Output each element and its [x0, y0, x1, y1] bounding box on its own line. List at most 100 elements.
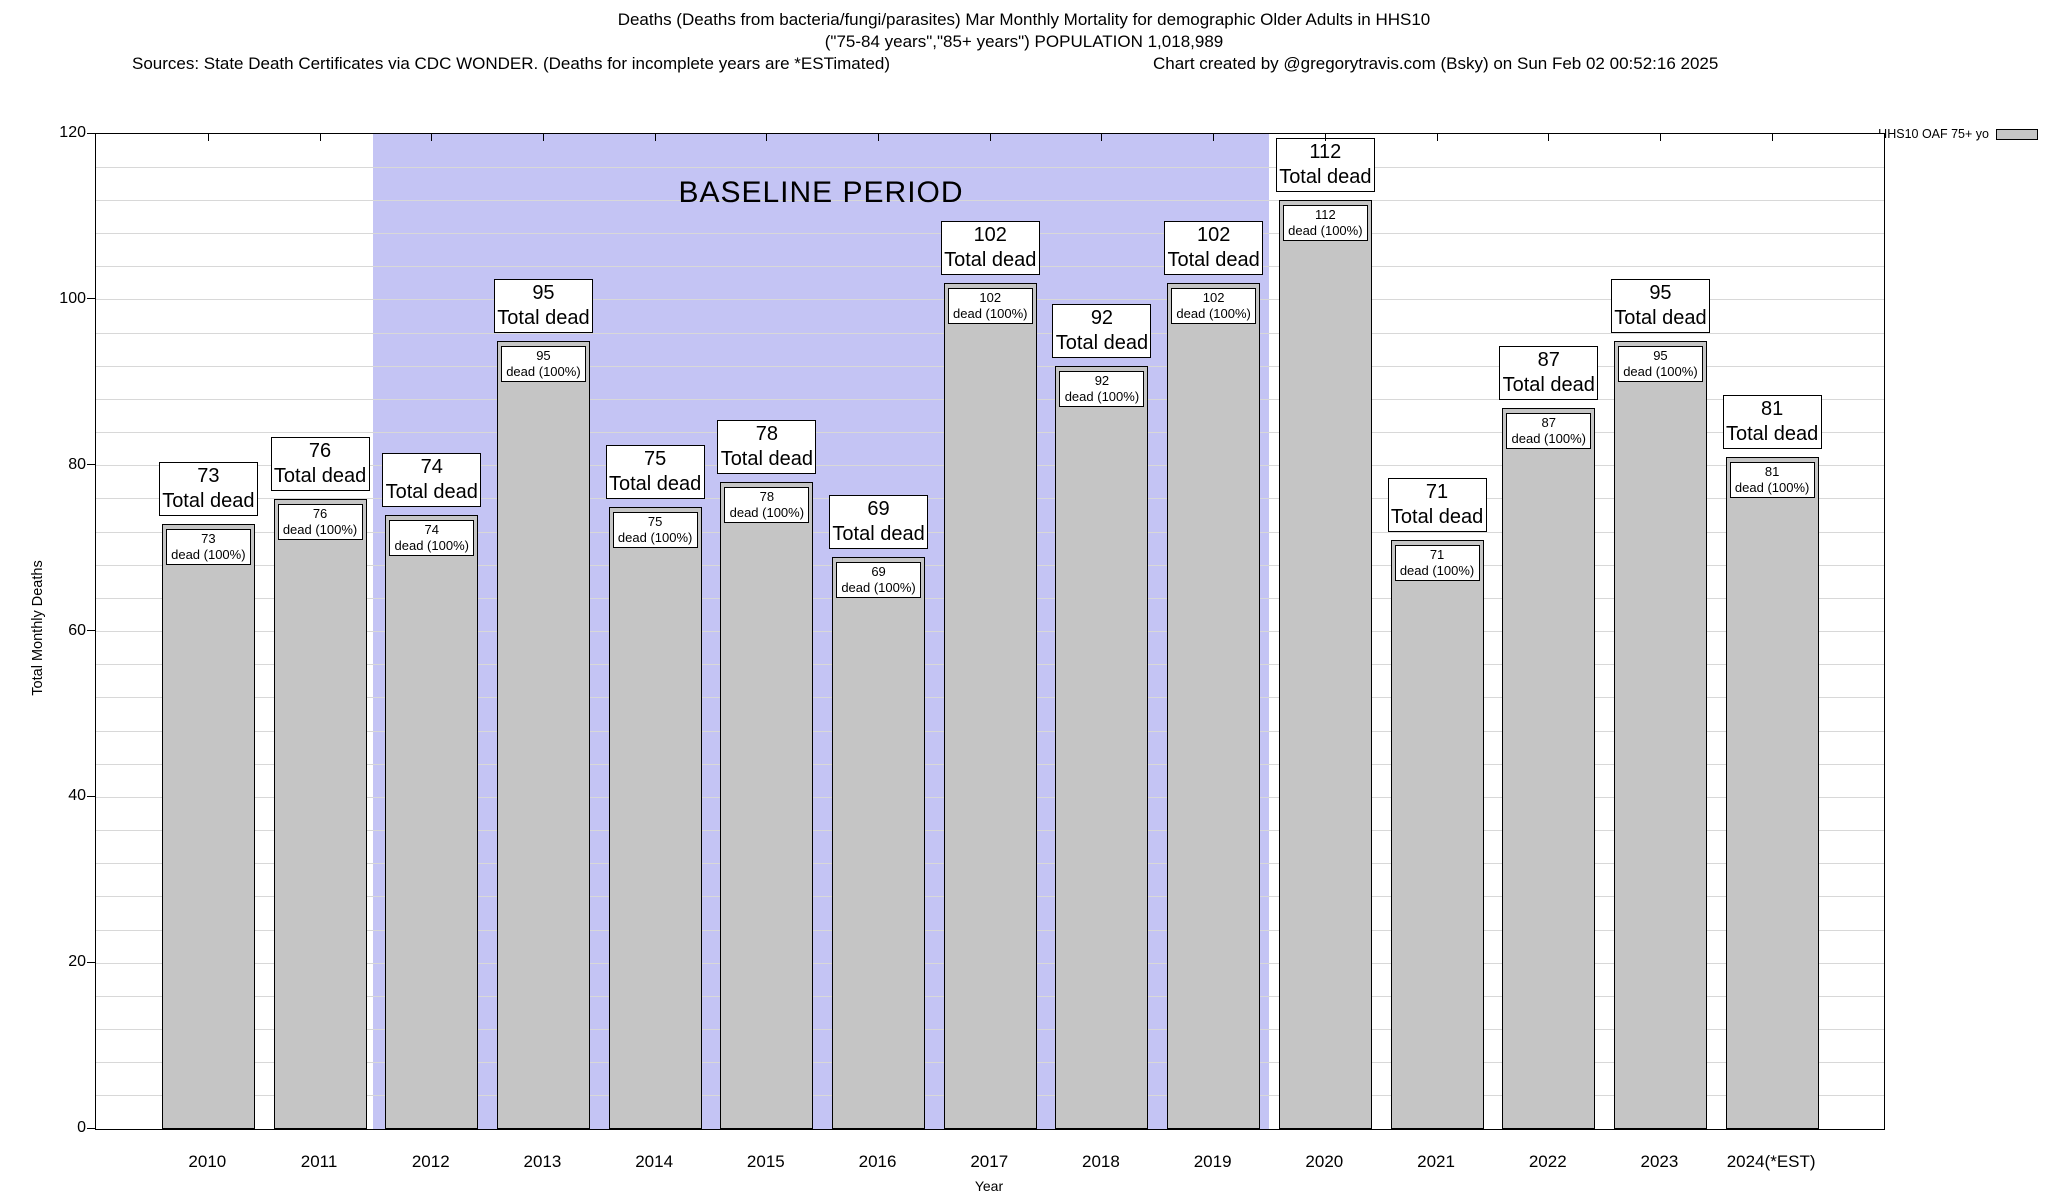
bar-total-value: 102 — [973, 224, 1007, 247]
y-tick-label: 40 — [68, 787, 86, 805]
top-tick — [654, 134, 656, 141]
bar-inner-value: 92 — [1094, 373, 1110, 389]
bar-inner-label: 112 dead (100%) — [1282, 205, 1368, 242]
bar-inner-label: 69 dead (100%) — [836, 561, 922, 598]
bar-total-value: 92 — [1090, 307, 1114, 330]
bar-total-label: 112 Total dead — [1275, 138, 1375, 193]
top-tick — [1659, 134, 1661, 141]
bar-inner-label: 76 dead (100%) — [277, 503, 363, 540]
x-tick-label: 2017 — [970, 1152, 1009, 1171]
bar-inner-value: 73 — [201, 530, 216, 546]
bar-total-label: 74 Total dead — [382, 453, 482, 508]
bar-2021: 71 dead (100%) — [1390, 540, 1484, 1129]
bar-total-label: 75 Total dead — [605, 445, 705, 500]
x-tick-label: 2021 — [1417, 1152, 1455, 1171]
x-axis-title: Year — [974, 1178, 1004, 1194]
bar-total-suffix: Total dead — [720, 448, 813, 471]
bar-inner-label: 71 dead (100%) — [1394, 545, 1480, 582]
chart-title-line2: ("75-84 years","85+ years") POPULATION 1… — [824, 32, 1224, 51]
bar-2017: 102 dead (100%) — [943, 283, 1037, 1129]
bar-inner-value: 95 — [536, 348, 551, 364]
bar-inner-label: 74 dead (100%) — [389, 520, 475, 557]
bar-total-label: 69 Total dead — [829, 494, 929, 549]
y-tick-mark — [87, 132, 95, 134]
chart-credit-note: Chart created by @gregorytravis.com (Bsk… — [1153, 54, 1719, 73]
bar-total-suffix: Total dead — [497, 307, 590, 330]
bar-inner-value: 71 — [1429, 547, 1445, 563]
bar-2015: 78 dead (100%) — [720, 482, 814, 1129]
bar-inner-value: 69 — [871, 563, 886, 579]
bar-2018: 92 dead (100%) — [1055, 366, 1149, 1129]
bar-inner-suffix: dead (100%) — [506, 364, 581, 380]
bar-total-value: 71 — [1425, 481, 1449, 504]
bar-total-value: 74 — [420, 456, 443, 479]
x-tick-label: 2024(*EST) — [1726, 1152, 1816, 1171]
bar-inner-value: 81 — [1764, 464, 1780, 480]
bar-total-suffix: Total dead — [608, 473, 702, 496]
baseline-period-label: BASELINE PERIOD — [678, 176, 964, 209]
bar-total-label: 95 Total dead — [493, 279, 593, 334]
bar-total-value: 78 — [755, 423, 778, 446]
bar-total-suffix: Total dead — [1055, 332, 1149, 355]
x-tick-label: 2018 — [1082, 1152, 1120, 1171]
bar-total-label: 102 Total dead — [940, 221, 1040, 276]
bar-inner-value: 87 — [1541, 414, 1556, 430]
bar-inner-value: 76 — [312, 505, 328, 521]
bar-total-suffix: Total dead — [162, 489, 255, 512]
bar-2013: 95 dead (100%) — [496, 341, 590, 1129]
bar-2012: 74 dead (100%) — [385, 515, 479, 1129]
bar-total-label: 73 Total dead — [158, 461, 258, 516]
bar-total-suffix: Total dead — [832, 522, 925, 545]
bar-total-suffix: Total dead — [1725, 423, 1819, 446]
bar-inner-value: 78 — [759, 489, 775, 505]
top-tick — [766, 134, 768, 141]
bar-inner-suffix: dead (100%) — [1734, 480, 1810, 496]
x-tick-label: 2022 — [1528, 1152, 1567, 1171]
bar-inner-label: 75 dead (100%) — [612, 512, 698, 549]
top-tick — [431, 134, 433, 141]
bar-total-value: 73 — [197, 464, 220, 487]
bar-inner-label: 102 dead (100%) — [947, 288, 1033, 325]
x-tick-label: 2015 — [746, 1152, 785, 1171]
top-tick — [1436, 134, 1438, 141]
bar-total-label: 95 Total dead — [1610, 279, 1710, 334]
bar-total-suffix: Total dead — [1279, 166, 1372, 189]
plot-area: BASELINE PERIOD 73 dead (100%) 73 Total dea… — [95, 133, 1885, 1130]
bar-inner-value: 95 — [1653, 348, 1668, 364]
y-tick-mark — [87, 630, 95, 631]
bar-inner-suffix: dead (100%) — [1288, 223, 1363, 239]
bar-total-suffix: Total dead — [385, 481, 478, 504]
y-tick-label: 120 — [59, 124, 86, 141]
bar-2016: 69 dead (100%) — [832, 556, 926, 1129]
y-tick-mark — [87, 961, 95, 963]
bar-inner-label: 81 dead (100%) — [1729, 462, 1815, 499]
y-tick-mark — [87, 1127, 95, 1129]
bar-inner-suffix: dead (100%) — [394, 538, 469, 554]
bar-total-value: 112 — [1309, 141, 1342, 164]
bar-total-suffix: Total dead — [944, 249, 1037, 272]
bar-inner-value: 75 — [647, 514, 663, 530]
bar-inner-label: 87 dead (100%) — [1506, 412, 1592, 449]
bar-total-value: 76 — [308, 439, 332, 462]
legend-swatch-icon — [1996, 128, 2038, 140]
bar-2011: 76 dead (100%) — [273, 498, 367, 1129]
bar-total-value: 102 — [1196, 224, 1231, 247]
bar-inner-suffix: dead (100%) — [729, 505, 805, 521]
bar-total-suffix: Total dead — [1502, 373, 1595, 396]
bar-2019: 102 dead (100%) — [1167, 283, 1261, 1129]
bar-inner-suffix: dead (100%) — [1064, 389, 1140, 405]
bar-total-label: 92 Total dead — [1052, 304, 1152, 359]
bar-total-label: 87 Total dead — [1499, 345, 1599, 400]
bar-2022: 87 dead (100%) — [1502, 407, 1596, 1129]
bar-inner-label: 73 dead (100%) — [165, 528, 251, 565]
bar-inner-suffix: dead (100%) — [171, 546, 246, 562]
bar-total-label: 71 Total dead — [1387, 478, 1487, 533]
x-tick-label: 2023 — [1640, 1152, 1679, 1171]
bar-inner-suffix: dead (100%) — [841, 579, 916, 595]
bar-total-label: 81 Total dead — [1722, 395, 1822, 450]
bar-inner-label: 102 dead (100%) — [1171, 288, 1257, 325]
bar-inner-value: 102 — [979, 290, 1002, 306]
bar-total-value: 75 — [644, 448, 667, 471]
top-tick — [542, 134, 544, 141]
